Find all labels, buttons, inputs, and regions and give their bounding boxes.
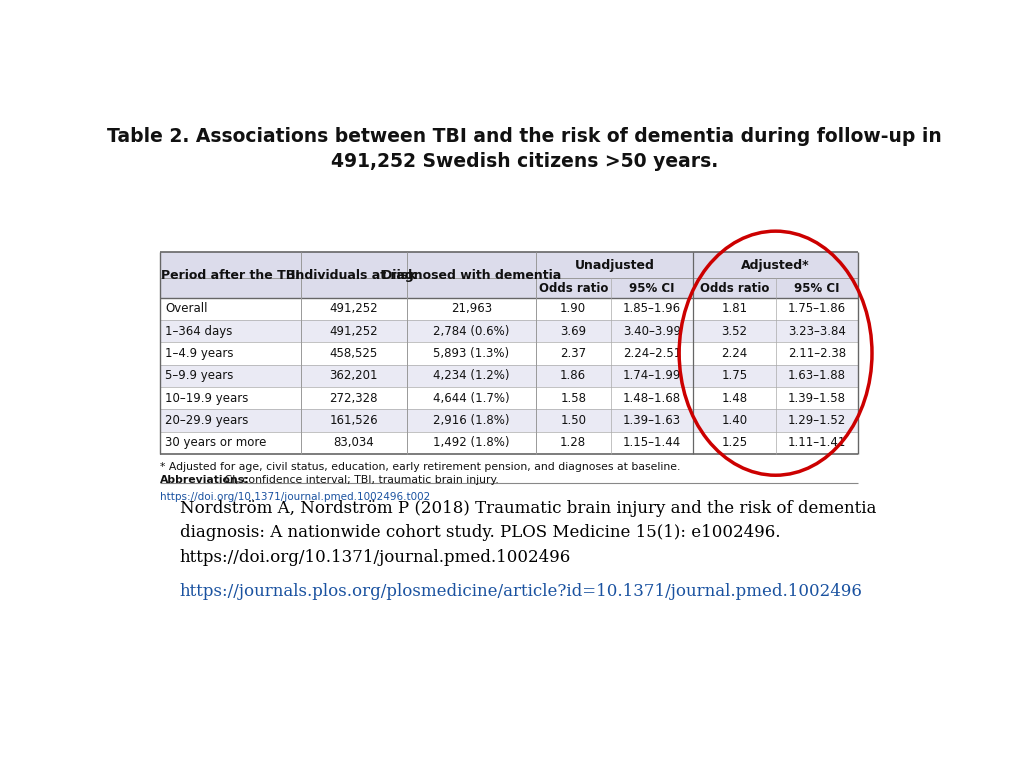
Text: 5–9.9 years: 5–9.9 years xyxy=(165,369,233,382)
Text: 1.39–1.58: 1.39–1.58 xyxy=(787,392,846,405)
Text: Abbreviations:: Abbreviations: xyxy=(160,475,250,485)
Text: Nordström A, Nordström P (2018) Traumatic brain injury and the risk of dementia
: Nordström A, Nordström P (2018) Traumati… xyxy=(179,500,876,565)
Text: 1.90: 1.90 xyxy=(560,303,587,316)
Text: 1.29–1.52: 1.29–1.52 xyxy=(787,414,846,427)
Text: https://journals.plos.org/plosmedicine/article?id=10.1371/journal.pmed.1002496: https://journals.plos.org/plosmedicine/a… xyxy=(179,584,862,601)
Text: 1.15–1.44: 1.15–1.44 xyxy=(623,436,681,449)
Text: 1.11–1.41: 1.11–1.41 xyxy=(787,436,846,449)
Text: 1–364 days: 1–364 days xyxy=(165,325,232,338)
Text: 1.75–1.86: 1.75–1.86 xyxy=(787,303,846,316)
Text: 1.40: 1.40 xyxy=(721,414,748,427)
Text: 1.48: 1.48 xyxy=(721,392,748,405)
Text: 272,328: 272,328 xyxy=(330,392,378,405)
Text: 2.11–2.38: 2.11–2.38 xyxy=(787,347,846,360)
Text: Unadjusted: Unadjusted xyxy=(574,259,654,272)
Bar xyxy=(160,253,858,279)
Text: 83,034: 83,034 xyxy=(334,436,374,449)
Text: Odds ratio: Odds ratio xyxy=(539,282,608,295)
Text: 10–19.9 years: 10–19.9 years xyxy=(165,392,249,405)
Text: 161,526: 161,526 xyxy=(330,414,378,427)
Text: Table 2. Associations between TBI and the risk of dementia during follow-up in: Table 2. Associations between TBI and th… xyxy=(108,127,942,147)
Text: 458,525: 458,525 xyxy=(330,347,378,360)
Text: 1.85–1.96: 1.85–1.96 xyxy=(623,303,681,316)
Text: 21,963: 21,963 xyxy=(451,303,492,316)
Text: 1.25: 1.25 xyxy=(721,436,748,449)
Text: 2,916 (1.8%): 2,916 (1.8%) xyxy=(433,414,510,427)
Text: 2.37: 2.37 xyxy=(560,347,587,360)
Text: 3.52: 3.52 xyxy=(721,325,748,338)
Text: 1.81: 1.81 xyxy=(721,303,748,316)
Text: 491,252: 491,252 xyxy=(330,325,378,338)
Text: CI, confidence interval; TBI, traumatic brain injury.: CI, confidence interval; TBI, traumatic … xyxy=(221,475,499,485)
Text: Diagnosed with dementia: Diagnosed with dementia xyxy=(382,269,561,282)
Text: 30 years or more: 30 years or more xyxy=(165,436,266,449)
Text: 1.28: 1.28 xyxy=(560,436,587,449)
Text: 362,201: 362,201 xyxy=(330,369,378,382)
Text: 95% CI: 95% CI xyxy=(794,282,840,295)
Text: 1–4.9 years: 1–4.9 years xyxy=(165,347,233,360)
Text: https://doi.org/10.1371/journal.pmed.1002496.t002: https://doi.org/10.1371/journal.pmed.100… xyxy=(160,492,430,502)
Text: 1.74–1.99: 1.74–1.99 xyxy=(623,369,681,382)
Bar xyxy=(160,432,858,454)
Bar xyxy=(160,343,858,365)
Text: Adjusted*: Adjusted* xyxy=(741,259,810,272)
Text: 1.58: 1.58 xyxy=(560,392,586,405)
Text: 1.75: 1.75 xyxy=(721,369,748,382)
Text: 5,893 (1.3%): 5,893 (1.3%) xyxy=(433,347,509,360)
Text: 1.50: 1.50 xyxy=(560,414,586,427)
Text: 20–29.9 years: 20–29.9 years xyxy=(165,414,249,427)
Text: Overall: Overall xyxy=(165,303,208,316)
Text: 4,234 (1.2%): 4,234 (1.2%) xyxy=(433,369,510,382)
Bar xyxy=(160,298,858,320)
Text: 491,252: 491,252 xyxy=(330,303,378,316)
Text: 3.23–3.84: 3.23–3.84 xyxy=(787,325,846,338)
Text: 2.24: 2.24 xyxy=(721,347,748,360)
Text: 1.63–1.88: 1.63–1.88 xyxy=(787,369,846,382)
Text: 4,644 (1.7%): 4,644 (1.7%) xyxy=(433,392,510,405)
Bar xyxy=(160,365,858,387)
Text: 1.86: 1.86 xyxy=(560,369,587,382)
Text: 1,492 (1.8%): 1,492 (1.8%) xyxy=(433,436,510,449)
Bar xyxy=(160,320,858,343)
Text: 3.69: 3.69 xyxy=(560,325,587,338)
Text: 491,252 Swedish citizens >50 years.: 491,252 Swedish citizens >50 years. xyxy=(331,152,719,171)
Text: Period after the TBI: Period after the TBI xyxy=(161,269,300,282)
Text: Individuals at risk: Individuals at risk xyxy=(291,269,417,282)
Bar xyxy=(160,387,858,409)
Text: 95% CI: 95% CI xyxy=(629,282,675,295)
Text: 3.40–3.99: 3.40–3.99 xyxy=(623,325,681,338)
Text: 2,784 (0.6%): 2,784 (0.6%) xyxy=(433,325,509,338)
Bar xyxy=(160,279,858,298)
Text: 1.48–1.68: 1.48–1.68 xyxy=(623,392,681,405)
Text: * Adjusted for age, civil status, education, early retirement pension, and diagn: * Adjusted for age, civil status, educat… xyxy=(160,462,680,472)
Bar xyxy=(160,409,858,432)
Text: 2.24–2.51: 2.24–2.51 xyxy=(623,347,681,360)
Text: 1.39–1.63: 1.39–1.63 xyxy=(623,414,681,427)
Text: Odds ratio: Odds ratio xyxy=(699,282,769,295)
